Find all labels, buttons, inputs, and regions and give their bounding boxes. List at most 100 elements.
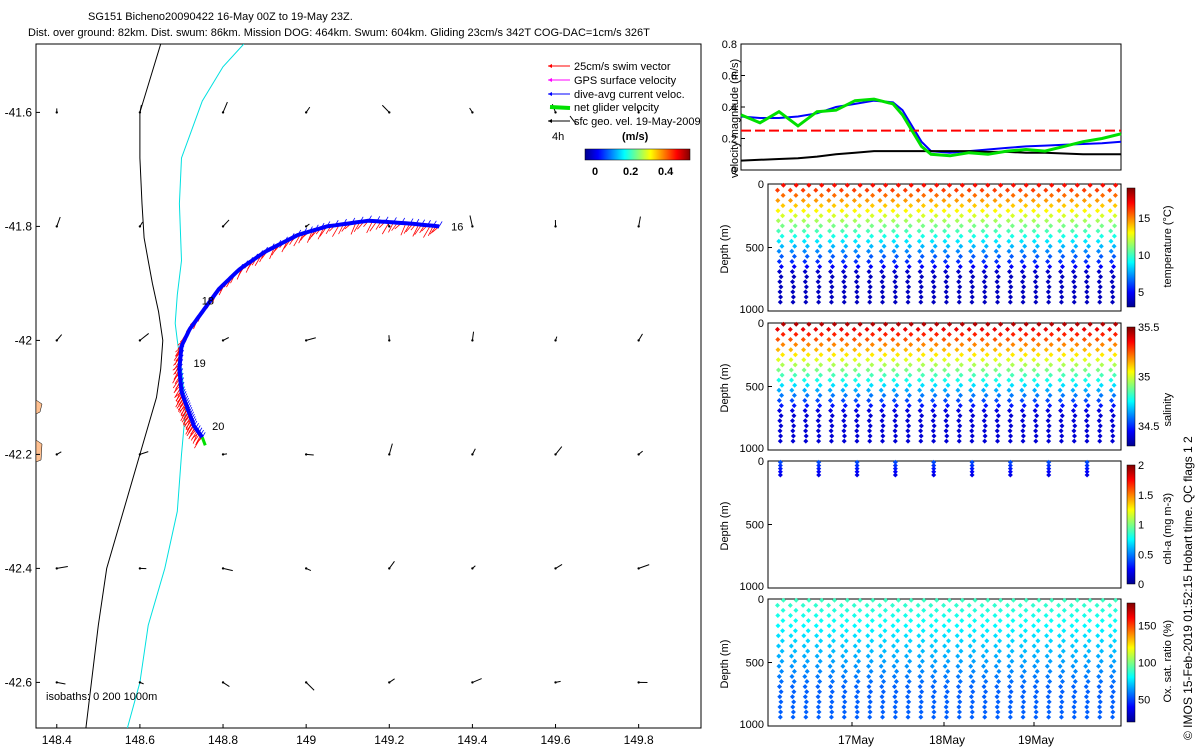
section-point xyxy=(915,326,921,332)
section-point xyxy=(929,218,935,224)
colorbar-tick-2: 0.4 xyxy=(658,166,674,178)
section-point xyxy=(906,253,912,259)
section-point xyxy=(1008,689,1014,695)
section-point xyxy=(1043,602,1049,608)
section-point xyxy=(877,602,883,608)
section-point xyxy=(1056,633,1062,639)
section-point xyxy=(1108,357,1113,363)
section-point xyxy=(894,392,900,398)
section-point xyxy=(791,668,797,674)
section-point xyxy=(1069,643,1075,649)
section-point xyxy=(804,392,810,398)
section-point xyxy=(1108,653,1114,659)
section-point xyxy=(981,259,987,264)
section-point xyxy=(852,377,858,383)
section-point xyxy=(857,342,863,348)
section-point xyxy=(944,294,950,300)
section-point xyxy=(779,658,785,664)
section-point xyxy=(968,663,974,669)
section-point xyxy=(894,648,900,654)
section-point xyxy=(981,279,987,285)
section-point xyxy=(994,694,1000,700)
section-point xyxy=(1020,289,1026,295)
section-colorbar xyxy=(1126,464,1136,585)
section-point xyxy=(826,198,832,203)
section-point xyxy=(995,274,1001,280)
section-point xyxy=(1018,347,1024,353)
section-point xyxy=(996,372,1002,378)
section-point xyxy=(1081,337,1087,342)
section-point xyxy=(1085,403,1091,409)
section-point xyxy=(969,428,975,434)
section-point xyxy=(983,264,989,270)
section-point xyxy=(928,326,934,332)
section-point xyxy=(852,643,858,649)
section-point xyxy=(1057,663,1063,669)
section-point xyxy=(857,331,863,337)
section-point xyxy=(817,403,823,409)
section-point xyxy=(1107,623,1113,629)
legend-net: net glider velocity xyxy=(549,102,659,114)
section-point xyxy=(993,643,999,649)
section-point xyxy=(970,392,976,398)
dac-vector xyxy=(226,275,231,282)
dac-vector xyxy=(290,233,295,239)
section-point xyxy=(891,377,897,383)
section-point xyxy=(1044,367,1050,373)
section-point xyxy=(1083,684,1089,690)
section-point xyxy=(870,192,876,198)
section-point xyxy=(804,382,810,388)
section-point xyxy=(777,408,782,414)
section-point xyxy=(1036,182,1042,188)
section-point xyxy=(1084,459,1090,465)
section-point xyxy=(1058,428,1064,434)
section-point xyxy=(803,714,809,720)
section-point xyxy=(1035,213,1041,219)
section-point xyxy=(996,253,1002,259)
section-point xyxy=(877,198,883,203)
section-point xyxy=(1007,469,1013,475)
legend-gps: GPS surface velocity xyxy=(548,75,677,87)
section-point xyxy=(916,367,922,373)
section-point xyxy=(1112,331,1118,337)
section-point xyxy=(854,714,860,720)
section-point xyxy=(844,192,850,198)
section-point xyxy=(1006,398,1012,403)
section-point xyxy=(1094,337,1100,342)
section-point xyxy=(868,243,874,249)
section-point xyxy=(792,223,798,229)
section-point xyxy=(957,294,962,300)
section-point xyxy=(1045,684,1051,690)
section-point xyxy=(1031,208,1037,214)
section-point xyxy=(819,597,825,603)
geo-arrow xyxy=(56,566,68,569)
section-point xyxy=(1096,269,1102,275)
section-point xyxy=(1034,243,1040,249)
section-point xyxy=(957,413,963,419)
section-point xyxy=(779,372,785,378)
dac-vector xyxy=(277,240,282,246)
section-point xyxy=(804,413,810,419)
section-point xyxy=(1058,438,1064,444)
section-point xyxy=(917,398,923,403)
section-point xyxy=(921,182,927,188)
section-point xyxy=(996,658,1002,664)
section-point xyxy=(906,413,912,419)
section-point xyxy=(943,694,949,700)
section-point xyxy=(1007,714,1013,720)
section-point xyxy=(778,423,784,429)
section-point xyxy=(980,357,986,363)
section-point xyxy=(813,326,819,332)
section-point xyxy=(1058,684,1064,690)
section-point xyxy=(854,462,860,468)
section-point xyxy=(1097,289,1102,295)
section-point xyxy=(839,643,845,649)
section-point xyxy=(893,433,899,439)
section-point xyxy=(1109,279,1115,285)
section-point xyxy=(1072,284,1078,290)
section-point xyxy=(1033,428,1039,434)
section-point xyxy=(879,428,885,434)
section-point xyxy=(919,403,925,409)
section-point xyxy=(981,398,987,403)
section-point xyxy=(830,264,835,270)
